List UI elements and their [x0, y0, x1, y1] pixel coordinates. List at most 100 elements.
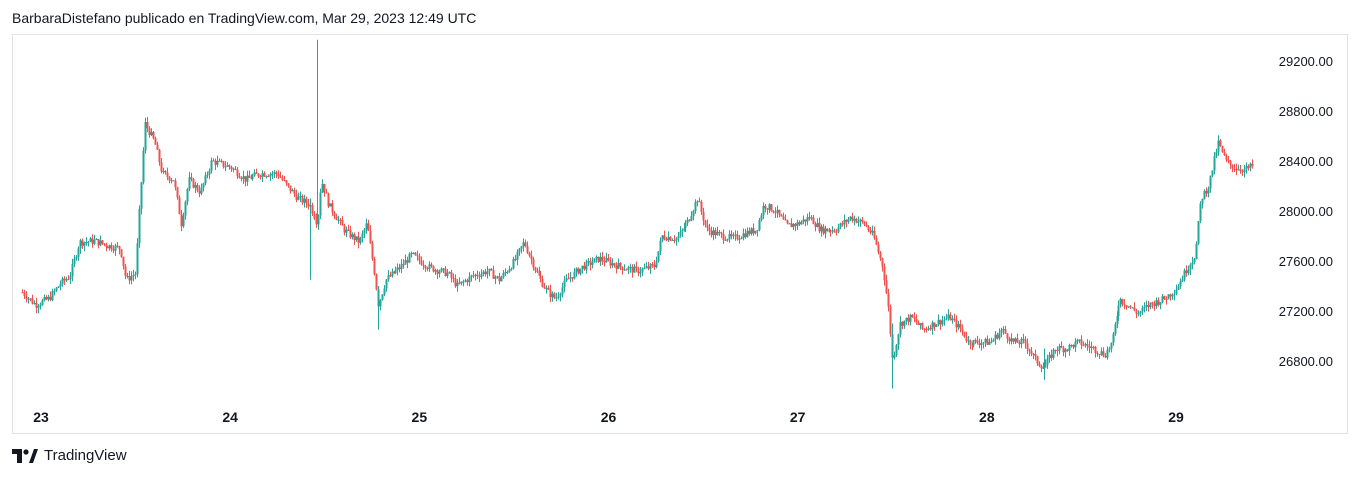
candle-body	[198, 190, 201, 194]
candle-body	[744, 233, 747, 237]
candle-body	[267, 176, 270, 178]
candle-body	[61, 278, 64, 285]
candle-body	[700, 201, 703, 212]
candle-body	[1137, 313, 1140, 315]
candle-body	[506, 271, 509, 273]
candle-body	[293, 190, 296, 195]
candle-body	[1004, 329, 1007, 334]
candle-body	[63, 278, 66, 281]
candle-body	[855, 218, 858, 223]
candle-body	[367, 223, 370, 231]
candle-body	[486, 271, 489, 275]
candle-body	[820, 226, 823, 232]
candle-body	[222, 161, 225, 167]
candle-body	[909, 314, 912, 322]
candle-body	[371, 243, 374, 259]
candle-body	[186, 189, 189, 202]
candle-body	[194, 185, 197, 188]
candle-body	[373, 258, 376, 275]
candle-body	[766, 208, 769, 210]
candle-body	[136, 243, 139, 275]
candle-body	[391, 271, 394, 277]
candle-body	[649, 264, 652, 269]
candle-body	[740, 238, 743, 240]
candle-body	[128, 275, 131, 281]
candle-body	[760, 215, 763, 220]
candle-body	[1173, 293, 1176, 295]
candle-body	[101, 240, 104, 244]
candle-body	[712, 230, 715, 236]
candle-body	[816, 222, 819, 227]
candle-body	[563, 280, 566, 288]
candle-body	[1211, 170, 1214, 176]
candle-body	[822, 226, 825, 234]
candle-body	[931, 322, 934, 330]
candle-body	[597, 256, 600, 262]
candle-body	[961, 328, 964, 332]
candle-body	[957, 323, 960, 328]
candle-body	[1022, 338, 1025, 340]
candle-body	[1010, 338, 1013, 342]
candle-body	[915, 318, 918, 323]
candle-body	[1235, 169, 1238, 171]
candle-body	[1249, 163, 1252, 168]
candle-body	[903, 320, 906, 326]
candle-body	[724, 239, 727, 241]
candle-body	[49, 296, 52, 300]
candle-body	[87, 241, 90, 243]
candle-body	[758, 219, 761, 231]
candle-body	[833, 230, 836, 232]
candle-body	[937, 319, 940, 325]
candle-body	[627, 267, 630, 270]
candle-body	[728, 233, 731, 240]
candle-body	[387, 275, 390, 280]
candle-body	[718, 231, 721, 233]
candle-body	[738, 238, 741, 240]
candle-body	[986, 338, 989, 345]
candle-body	[587, 261, 590, 263]
candle-body	[539, 275, 542, 279]
candle-body	[1241, 170, 1244, 172]
candle-body	[253, 172, 256, 176]
candle-body	[591, 262, 594, 265]
candle-body	[941, 320, 944, 325]
candle-body	[162, 171, 165, 173]
candle-body	[440, 268, 443, 272]
candle-body	[603, 260, 606, 263]
candle-body	[788, 223, 791, 225]
candle-body	[647, 266, 650, 269]
candle-body	[518, 248, 521, 252]
candle-body	[218, 160, 221, 162]
footer-brand[interactable]: TradingView	[12, 447, 127, 464]
candle-body	[150, 132, 153, 136]
candle-body	[585, 261, 588, 270]
candle-body	[520, 246, 523, 249]
candle-body	[806, 217, 809, 222]
candle-body	[446, 272, 449, 276]
candle-body	[704, 220, 707, 225]
candle-body	[1114, 324, 1117, 334]
candle-body	[988, 341, 991, 345]
candle-body	[730, 233, 733, 237]
candle-body	[629, 266, 632, 268]
candle-body	[108, 245, 111, 249]
footer-brand-label: TradingView	[44, 447, 127, 464]
candle-body	[470, 275, 473, 277]
candle-body	[321, 183, 324, 193]
candle-body	[438, 271, 441, 274]
candle-body	[722, 233, 725, 240]
candle-body	[311, 205, 314, 214]
candle-body	[192, 179, 195, 188]
candle-body	[998, 332, 1001, 339]
candle-body	[625, 269, 628, 271]
candle-body	[337, 219, 340, 221]
candle-body	[1030, 351, 1033, 354]
date-tick-label: 27	[790, 409, 806, 425]
price-axis: 29200.00 28800.00 28400.00 28000.00 27600.00…	[1279, 54, 1333, 369]
candle-body	[1106, 349, 1109, 358]
candle-body	[551, 293, 554, 298]
candle-body	[1143, 306, 1146, 308]
candle-body	[593, 258, 596, 263]
candle-body	[716, 231, 719, 236]
